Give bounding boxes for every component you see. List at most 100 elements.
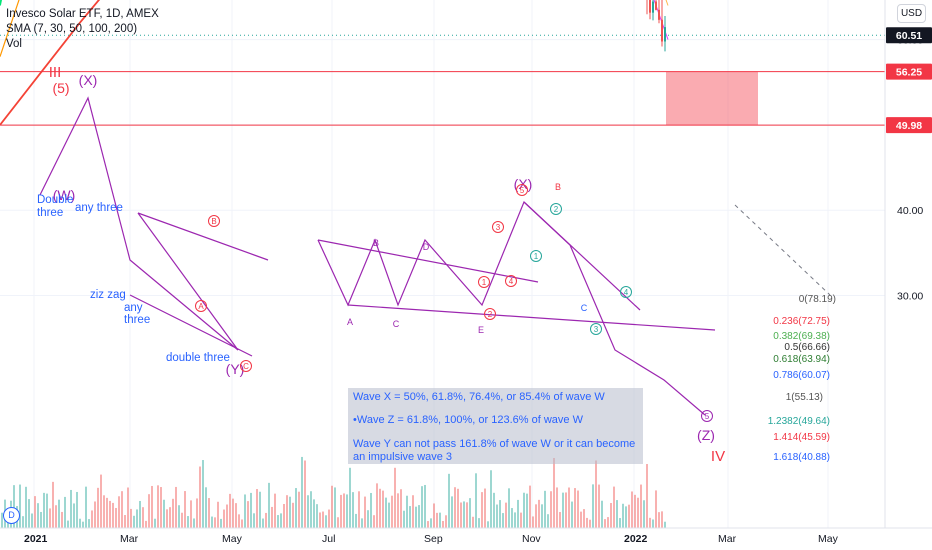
volume-bar	[637, 497, 639, 528]
wave-trend-line[interactable]	[347, 304, 716, 331]
volume-bar	[358, 491, 360, 528]
volume-bar	[361, 518, 363, 528]
volume-bar	[607, 517, 609, 528]
sma-50-line	[0, 0, 2, 6]
volume-bar	[496, 504, 498, 528]
volume-bar	[490, 470, 492, 528]
fib-level-label: 0.786(60.07)	[773, 370, 830, 381]
wave-label: (X)	[514, 176, 533, 192]
volume-bar	[541, 504, 543, 528]
volume-bar	[394, 467, 396, 528]
volume-bar	[304, 460, 306, 528]
volume-bar	[313, 499, 315, 528]
target-zone[interactable]	[666, 71, 758, 126]
volume-bar	[568, 487, 570, 528]
sma-30-line	[665, 0, 669, 6]
projection-dashed-line[interactable]	[734, 204, 831, 296]
volume-bar	[460, 502, 462, 528]
symbol-title[interactable]: Invesco Solar ETF, 1D, AMEX	[6, 8, 159, 20]
volume-bar	[316, 504, 318, 528]
volume-bar	[364, 496, 366, 528]
circled-wave-label: 2	[554, 205, 559, 214]
volume-bar	[214, 517, 216, 528]
volume-legend[interactable]: Vol	[6, 38, 22, 50]
price-label-tag	[886, 117, 932, 134]
volume-bar	[85, 486, 87, 528]
volume-bar	[121, 491, 123, 528]
volume-bar	[433, 503, 435, 528]
wave-trend-line[interactable]	[137, 212, 239, 351]
volume-bar	[538, 499, 540, 528]
volume-bar	[640, 484, 642, 528]
volume-bar	[307, 495, 309, 528]
volume-bar	[487, 521, 489, 528]
wave-trend-line[interactable]	[317, 200, 706, 416]
volume-bar	[268, 482, 270, 528]
volume-bar	[310, 491, 312, 528]
volume-bar	[184, 491, 186, 528]
volume-bar	[598, 484, 600, 528]
volume-bar	[211, 516, 213, 528]
volume-bar	[142, 507, 144, 528]
volume-bar	[445, 515, 447, 528]
volume-bar	[631, 491, 633, 528]
volume-bar	[220, 518, 222, 528]
currency-button[interactable]: USD	[897, 4, 926, 23]
time-axis[interactable]: 2021 Mar May Jul Sep Nov 2022 Mar May	[0, 527, 932, 545]
volume-bar	[91, 510, 93, 528]
volume-bar	[187, 516, 189, 528]
wave-trend-line[interactable]	[129, 294, 253, 357]
volume-bar	[373, 515, 375, 528]
volume-bar	[235, 503, 237, 528]
volume-bar	[403, 510, 405, 528]
volume-bar	[418, 505, 420, 528]
tradingview-logo-icon[interactable]: D	[3, 507, 20, 524]
volume-bar	[430, 518, 432, 528]
volume-bar	[427, 521, 429, 528]
wave-trend-line[interactable]	[137, 212, 269, 261]
volume-bar	[115, 507, 117, 528]
volume-bar	[397, 493, 399, 528]
fibonacci-levels: 0(78.19) 0.236(72.75) 0.382(69.38)0.5(66.6…	[768, 294, 836, 463]
volume-bar	[406, 495, 408, 528]
volume-bar	[526, 493, 528, 528]
volume-bar	[529, 485, 531, 528]
volume-bars	[1, 456, 666, 528]
indicator-legend[interactable]: SMA (7, 30, 50, 100, 200)	[6, 23, 138, 35]
volume-bar	[217, 501, 219, 528]
volume-bar	[508, 488, 510, 528]
fib-level-label: 0(78.19)	[799, 294, 836, 305]
circled-wave-marker	[484, 308, 496, 320]
pattern-annotation: any three	[75, 202, 123, 214]
circled-wave-marker	[590, 323, 602, 335]
time-tick-label: Mar	[718, 533, 737, 545]
volume-bar	[559, 512, 561, 528]
volume-bar	[574, 488, 576, 528]
price-axis[interactable]: 140.00130.00120.00110.00100.0090.0080.00…	[884, 0, 932, 528]
circled-wave-marker	[550, 203, 562, 215]
time-tick-label: 2021	[24, 533, 48, 545]
wave-trend-line[interactable]	[39, 96, 239, 351]
wave-trend-line[interactable]	[317, 239, 539, 283]
volume-bar	[274, 493, 276, 528]
volume-bar	[592, 484, 594, 528]
volume-bar	[292, 502, 294, 528]
volume-bar	[283, 503, 285, 528]
fib-level-label: 1.2382(49.64)	[768, 416, 830, 427]
circled-wave-marker	[208, 215, 220, 227]
circled-wave-label: A	[198, 302, 204, 311]
volume-bar	[199, 466, 201, 528]
volume-bar	[118, 496, 120, 528]
volume-bar	[436, 512, 438, 528]
time-tick-label: 2022	[624, 533, 648, 545]
volume-bar	[190, 500, 192, 528]
volume-bar	[502, 513, 504, 528]
price-tick-label: 30.00	[897, 291, 923, 303]
volume-bar	[148, 494, 150, 528]
wave-label: (Z)	[697, 427, 715, 443]
volume-bar	[52, 481, 54, 528]
volume-bar	[169, 507, 171, 528]
volume-bar	[493, 492, 495, 528]
volume-bar	[289, 496, 291, 528]
